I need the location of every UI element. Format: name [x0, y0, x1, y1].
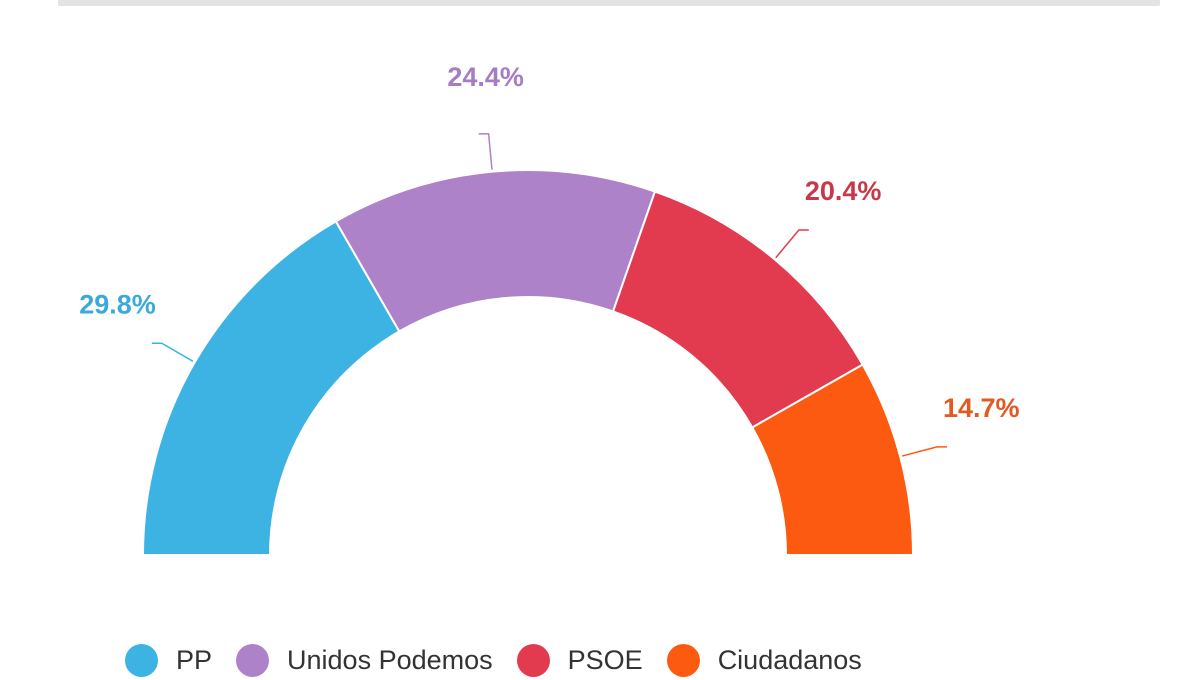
data-label-pp: 29.8%: [79, 289, 156, 319]
legend-item-ciudadanos[interactable]: Ciudadanos: [666, 643, 862, 677]
legend-item-psoe[interactable]: PSOE: [516, 643, 643, 677]
legend-label-pp: PP: [176, 644, 213, 675]
legend-item-unidos-podemos[interactable]: Unidos Podemos: [236, 643, 493, 677]
slice-pp[interactable]: [141, 219, 401, 556]
top-divider: [58, 0, 1160, 6]
legend-swatch-unidos-podemos: [236, 643, 270, 677]
connector-unidos-podemos: [478, 133, 493, 170]
legend-swatch-psoe: [516, 643, 550, 677]
legend-item-pp[interactable]: PP: [125, 643, 213, 677]
connector-psoe: [775, 229, 809, 259]
legend-label-psoe: PSOE: [567, 644, 643, 675]
legend: PP Unidos Podemos PSOE Ciudadanos: [125, 640, 886, 680]
data-label-unidos-podemos: 24.4%: [447, 62, 524, 92]
legend-swatch-pp: [125, 643, 158, 677]
data-label-ciudadanos: 14.7%: [943, 393, 1020, 423]
legend-label-unidos-podemos: Unidos Podemos: [287, 644, 493, 675]
semi-donut-chart: 29.8% 24.4% 20.4% 14.7%: [79, 62, 1020, 556]
slice-ciudadanos[interactable]: [750, 363, 915, 556]
connector-pp: [151, 342, 194, 362]
connector-ciudadanos: [901, 446, 947, 457]
legend-swatch-ciudadanos: [666, 643, 700, 677]
data-label-psoe: 20.4%: [805, 176, 882, 206]
legend-label-ciudadanos: Ciudadanos: [717, 644, 862, 675]
